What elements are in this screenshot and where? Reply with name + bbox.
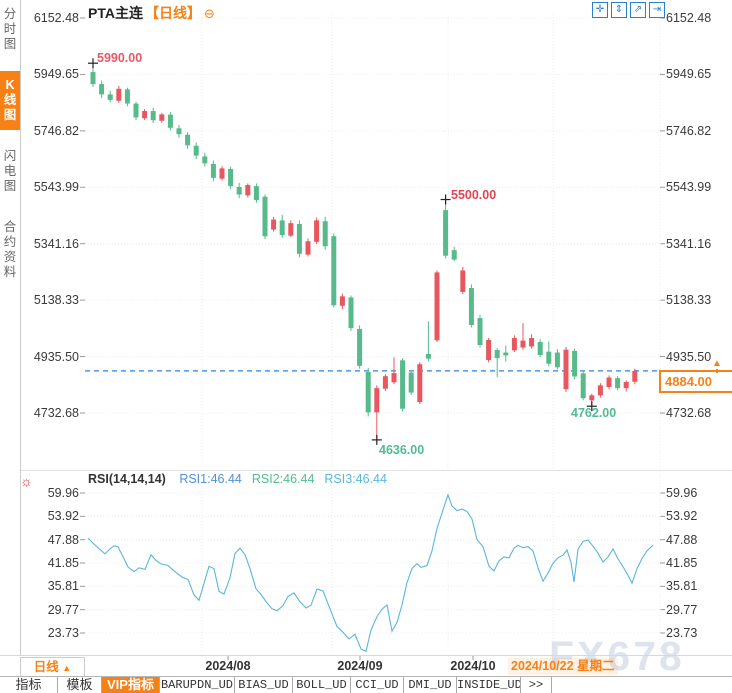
- toolbar-item-dmiud[interactable]: DMI_UD: [404, 677, 457, 693]
- rsi-tick-label: 47.88: [47, 532, 79, 547]
- rsi-tick-label: 23.73: [666, 626, 698, 640]
- toolbar-item-cciud[interactable]: CCI_UD: [351, 677, 404, 693]
- month-label: 2024/09: [337, 659, 383, 673]
- tab-char: 闪: [3, 149, 17, 163]
- price-tick-label: 6152.48: [666, 11, 712, 25]
- go-to-latest-icon[interactable]: ⇥: [649, 2, 665, 18]
- period-label: 日线: [33, 660, 59, 674]
- price-tick-label: 4732.68: [666, 405, 712, 420]
- current-date-label: 2024/10/22 星期二: [508, 658, 618, 675]
- toolbar-item-[interactable]: 模板: [58, 677, 102, 693]
- toolbar-item-bollud[interactable]: BOLL_UD: [293, 677, 351, 693]
- x-axis-scale-icon[interactable]: ⇗: [630, 2, 646, 18]
- price-tick-label: 4732.68: [33, 405, 79, 420]
- price-tick-label: 5543.99: [666, 180, 712, 195]
- tab-char: 图: [3, 179, 17, 193]
- sidebar-tab-time-chart[interactable]: 分时图: [0, 0, 20, 59]
- tab-char: K: [5, 78, 15, 92]
- price-annotation: 4636.00: [379, 443, 425, 457]
- chart-tools: ✛ ⇕ ⇗ ⇥: [592, 2, 668, 18]
- toolbar-item-biasud[interactable]: BIAS_UD: [235, 677, 293, 693]
- rsi-readout-3: RSI3:46.44: [324, 472, 387, 486]
- toolbar-item-[interactable]: 指标: [0, 677, 58, 693]
- rsi-readout-1: RSI1:46.44: [179, 472, 242, 486]
- price-tick-label: 4935.50: [33, 349, 79, 364]
- toolbar-item-insideud[interactable]: INSIDE_UD: [457, 677, 521, 693]
- month-label: 2024/10: [450, 659, 496, 673]
- tab-char: 分: [3, 7, 17, 21]
- rsi-header: RSI(14,14,14) RSI1:46.44 RSI2:46.44 RSI3:4…: [88, 472, 397, 486]
- price-tick-label: 5341.16: [33, 236, 79, 251]
- price-tick-label: 4935.50: [666, 349, 712, 364]
- price-up-arrow-icon: ▲: [712, 359, 722, 373]
- sidebar-tab-flash-chart[interactable]: 闪电图: [0, 142, 20, 201]
- current-price-box: 4884.00: [659, 370, 732, 393]
- price-tick-label: 6152.48: [33, 11, 79, 25]
- tab-char: 料: [3, 265, 17, 279]
- y-axis-scale-icon[interactable]: ⇕: [611, 2, 627, 18]
- rsi-tick-label: 59.96: [666, 486, 698, 500]
- tab-char: 资: [3, 250, 17, 264]
- price-tick-label: 5949.65: [33, 67, 79, 82]
- tab-char: 约: [3, 235, 17, 249]
- watermark: FX678: [549, 633, 685, 679]
- price-tick-label: 5138.33: [666, 293, 712, 308]
- rsi-tick-label: 35.81: [47, 579, 79, 594]
- price-tick-label: 5746.82: [666, 123, 712, 138]
- period-arrow-icon: ▲: [62, 663, 72, 673]
- crosshair-move-icon[interactable]: ✛: [592, 2, 608, 18]
- rsi-tick-label: 41.85: [47, 555, 79, 570]
- rsi-tick-label: 41.85: [666, 555, 698, 570]
- collapse-icon[interactable]: ⊖: [203, 6, 215, 21]
- price-tick-label: 5543.99: [33, 180, 79, 195]
- price-annotation: 5990.00: [97, 51, 143, 65]
- rsi-tick-label: 53.92: [666, 509, 698, 524]
- price-tick-label: 5746.82: [33, 123, 79, 138]
- tab-char: 时: [3, 22, 17, 36]
- tab-char: 电: [3, 164, 17, 178]
- rsi-tick-label: 35.81: [666, 579, 698, 594]
- period-tag: 【日线】: [144, 5, 201, 21]
- price-annotation: 4762.00: [571, 406, 617, 420]
- rsi-tick-label: 59.96: [47, 486, 79, 500]
- rsi-readout-2: RSI2:46.44: [251, 472, 315, 486]
- rsi-tick-label: 47.88: [666, 532, 698, 547]
- price-tick-label: 5949.65: [666, 67, 712, 82]
- rsi-tick-label: 29.77: [666, 602, 698, 617]
- toolbar-item-[interactable]: >>: [521, 677, 552, 693]
- instrument-name: PTA主连: [88, 5, 143, 21]
- toolbar-item-vip[interactable]: VIP指标: [102, 677, 160, 693]
- period-selector-button[interactable]: 日线 ▲: [20, 657, 85, 677]
- rsi-label: RSI(14,14,14): [88, 472, 166, 486]
- xaxis-row: 日线 ▲ 2024/10/22 星期二 2024/08 2024/09 2024/1…: [0, 655, 732, 677]
- tab-char: 图: [3, 37, 17, 51]
- price-annotation: 5500.00: [451, 188, 497, 202]
- panel-divider: [20, 470, 732, 471]
- price-tick-label: 5138.33: [33, 293, 79, 308]
- toolbar-item-barupdnud[interactable]: BARUPDN_UD: [160, 677, 235, 693]
- chart-title: PTA主连 【日线】 ⊖: [88, 3, 215, 23]
- rsi-tick-label: 53.92: [47, 509, 79, 524]
- tab-char: 图: [3, 108, 17, 122]
- rsi-tick-label: 23.73: [47, 626, 79, 640]
- sidebar-tab-contract-info[interactable]: 合约资料: [0, 213, 20, 287]
- month-label: 2024/08: [205, 659, 251, 673]
- indicator-toolbar: 指标 模板 VIP指标 BARUPDN_UD BIAS_UD BOLL_UD CCI_UD D…: [0, 676, 732, 693]
- price-tick-label: 5341.16: [666, 236, 712, 251]
- tab-char: 合: [3, 220, 17, 234]
- rsi-tick-label: 29.77: [47, 602, 79, 617]
- tab-char: 线: [3, 93, 17, 107]
- rsi-settings-icon[interactable]: ☼: [20, 473, 33, 489]
